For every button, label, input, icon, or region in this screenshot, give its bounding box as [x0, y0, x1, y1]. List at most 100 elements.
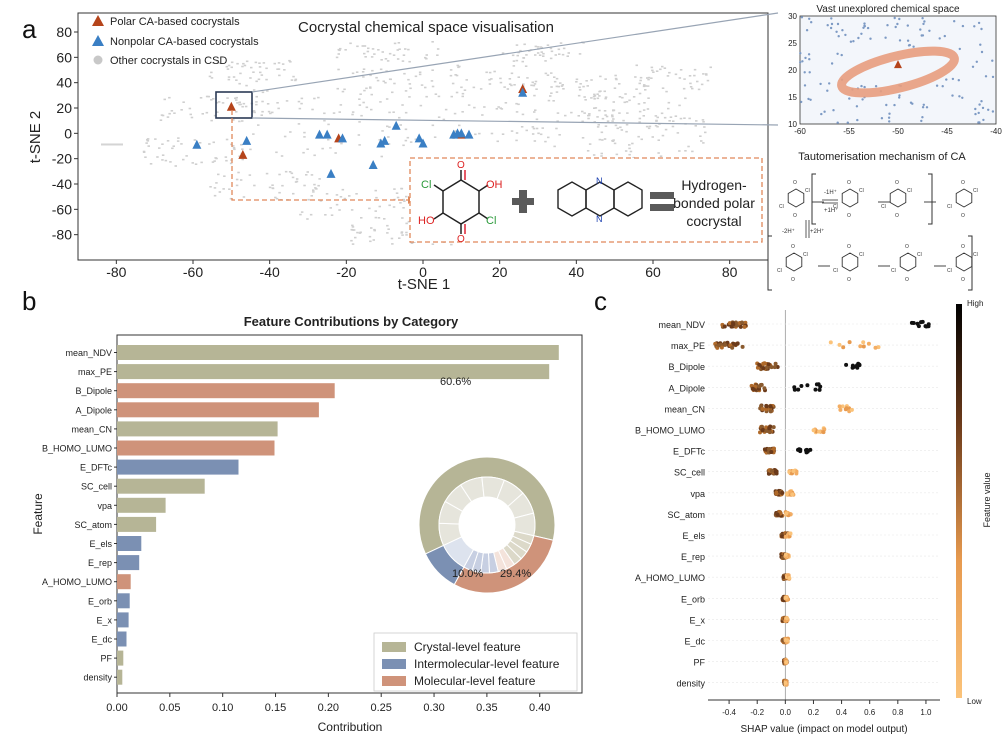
other-cocrystal-dot — [312, 191, 315, 193]
other-cocrystal-dot — [324, 214, 327, 216]
other-cocrystal-dot — [154, 138, 157, 140]
other-cocrystal-dot — [538, 54, 542, 56]
other-cocrystal-dot — [695, 120, 698, 122]
inset-dot — [852, 40, 855, 43]
legend-label-crystal: Crystal-level feature — [414, 640, 521, 654]
inset-dot — [808, 71, 811, 74]
tautomer-ring — [889, 188, 907, 208]
shap-dot — [840, 404, 845, 409]
other-cocrystal-dot — [380, 59, 383, 61]
other-cocrystal-dot — [557, 85, 560, 88]
other-cocrystal-dot — [334, 152, 337, 154]
other-cocrystal-dot — [210, 71, 213, 74]
other-cocrystal-dot — [642, 109, 646, 111]
other-cocrystal-dot — [693, 68, 697, 71]
other-cocrystal-dot — [261, 91, 265, 94]
inset-dot — [884, 36, 887, 39]
other-cocrystal-dot — [567, 52, 570, 54]
other-cocrystal-dot — [700, 140, 703, 142]
other-cocrystal-dot — [592, 154, 596, 156]
other-cocrystal-dot — [210, 99, 213, 101]
other-cocrystal-dot — [501, 133, 505, 135]
other-cocrystal-dot — [241, 148, 244, 150]
other-cocrystal-dot — [525, 54, 528, 56]
other-cocrystal-dot — [218, 62, 222, 64]
other-cocrystal-dot — [553, 145, 556, 148]
shap-dot — [796, 447, 800, 452]
other-cocrystal-dot — [363, 89, 366, 92]
shap-dot — [772, 446, 776, 451]
shap-dot — [785, 638, 789, 643]
x-tick-label: 0.0 — [780, 708, 792, 717]
tautomer-atom: Cl — [833, 204, 838, 210]
other-cocrystal-dot — [144, 156, 147, 158]
nonpolar-cocrystal-point — [376, 138, 386, 148]
other-cocrystal-dot — [555, 127, 558, 130]
shap-dot — [769, 365, 774, 370]
label-plus-h: +1H⁺ — [824, 207, 838, 214]
other-cocrystal-dot — [650, 66, 654, 69]
other-cocrystal-dot — [306, 171, 309, 173]
other-cocrystal-dot — [616, 127, 619, 130]
feature-label: E_x — [689, 615, 705, 625]
other-cocrystal-dot — [431, 41, 434, 43]
shap-dot — [799, 384, 804, 388]
feature-label: E_els — [682, 531, 705, 541]
other-cocrystal-dot — [400, 231, 404, 233]
shap-dot — [816, 382, 821, 387]
other-cocrystal-dot — [661, 65, 664, 68]
other-cocrystal-dot — [255, 101, 258, 103]
other-cocrystal-dot — [236, 102, 239, 104]
other-cocrystal-dot — [386, 125, 389, 128]
other-cocrystal-dot — [455, 74, 459, 77]
other-cocrystal-dot — [396, 58, 400, 60]
other-cocrystal-dot — [425, 95, 428, 98]
inset-dot — [886, 24, 889, 27]
shap-dot — [805, 383, 810, 388]
inset-dot — [855, 105, 859, 108]
y-tick-label: E_dc — [91, 635, 112, 645]
other-cocrystal-dot — [705, 73, 708, 75]
panel-c-chart: mean_NDV max_PE B_Dipole A_Dipole mean_CN B_H… — [635, 300, 992, 735]
other-cocrystal-dot — [244, 105, 248, 108]
shap-dot — [817, 387, 822, 392]
other-cocrystal-dot — [356, 231, 359, 234]
other-cocrystal-dot — [235, 79, 238, 81]
inset-dot — [849, 40, 853, 43]
other-cocrystal-dot — [369, 240, 372, 243]
inset-dot — [922, 22, 925, 26]
other-cocrystal-dot — [172, 145, 175, 147]
pie-label-molecular: 29.4% — [500, 568, 531, 580]
tautomer-atom: O — [961, 213, 965, 219]
inset-dot — [805, 29, 809, 32]
other-cocrystal-dot — [208, 143, 211, 145]
other-cocrystal-dot — [216, 59, 219, 62]
other-cocrystal-dot — [654, 115, 658, 117]
other-cocrystal-dot — [598, 90, 601, 93]
other-cocrystal-dot — [392, 54, 396, 56]
other-cocrystal-dot — [510, 130, 514, 132]
other-cocrystal-dot — [555, 91, 559, 93]
other-cocrystal-dot — [453, 112, 457, 115]
other-cocrystal-dot — [566, 55, 569, 57]
y-tick-label: max_PE — [78, 367, 112, 377]
other-cocrystal-dot — [228, 188, 231, 190]
panel-b-ticks: mean_NDV max_PE B_Dipole A_Dipole mean_CN B_H… — [42, 348, 550, 714]
other-cocrystal-dot — [369, 87, 372, 89]
inset-dot — [826, 24, 829, 27]
other-cocrystal-dot — [180, 143, 183, 145]
other-cocrystal-dot — [515, 102, 518, 105]
other-cocrystal-dot — [240, 143, 243, 146]
other-cocrystal-dot — [362, 76, 365, 78]
atom-cl-left: Cl — [421, 179, 431, 191]
other-cocrystal-dot — [671, 125, 675, 128]
other-cocrystal-dot — [534, 109, 537, 111]
other-cocrystal-dot — [170, 110, 174, 112]
y-tick-label: E_rep — [88, 558, 112, 568]
other-cocrystal-dot — [376, 79, 380, 82]
other-cocrystal-dot — [666, 75, 670, 77]
other-cocrystal-dot — [218, 191, 222, 193]
other-cocrystal-dot — [229, 197, 233, 200]
other-cocrystal-dot — [340, 142, 343, 145]
other-cocrystal-dot — [598, 95, 601, 97]
